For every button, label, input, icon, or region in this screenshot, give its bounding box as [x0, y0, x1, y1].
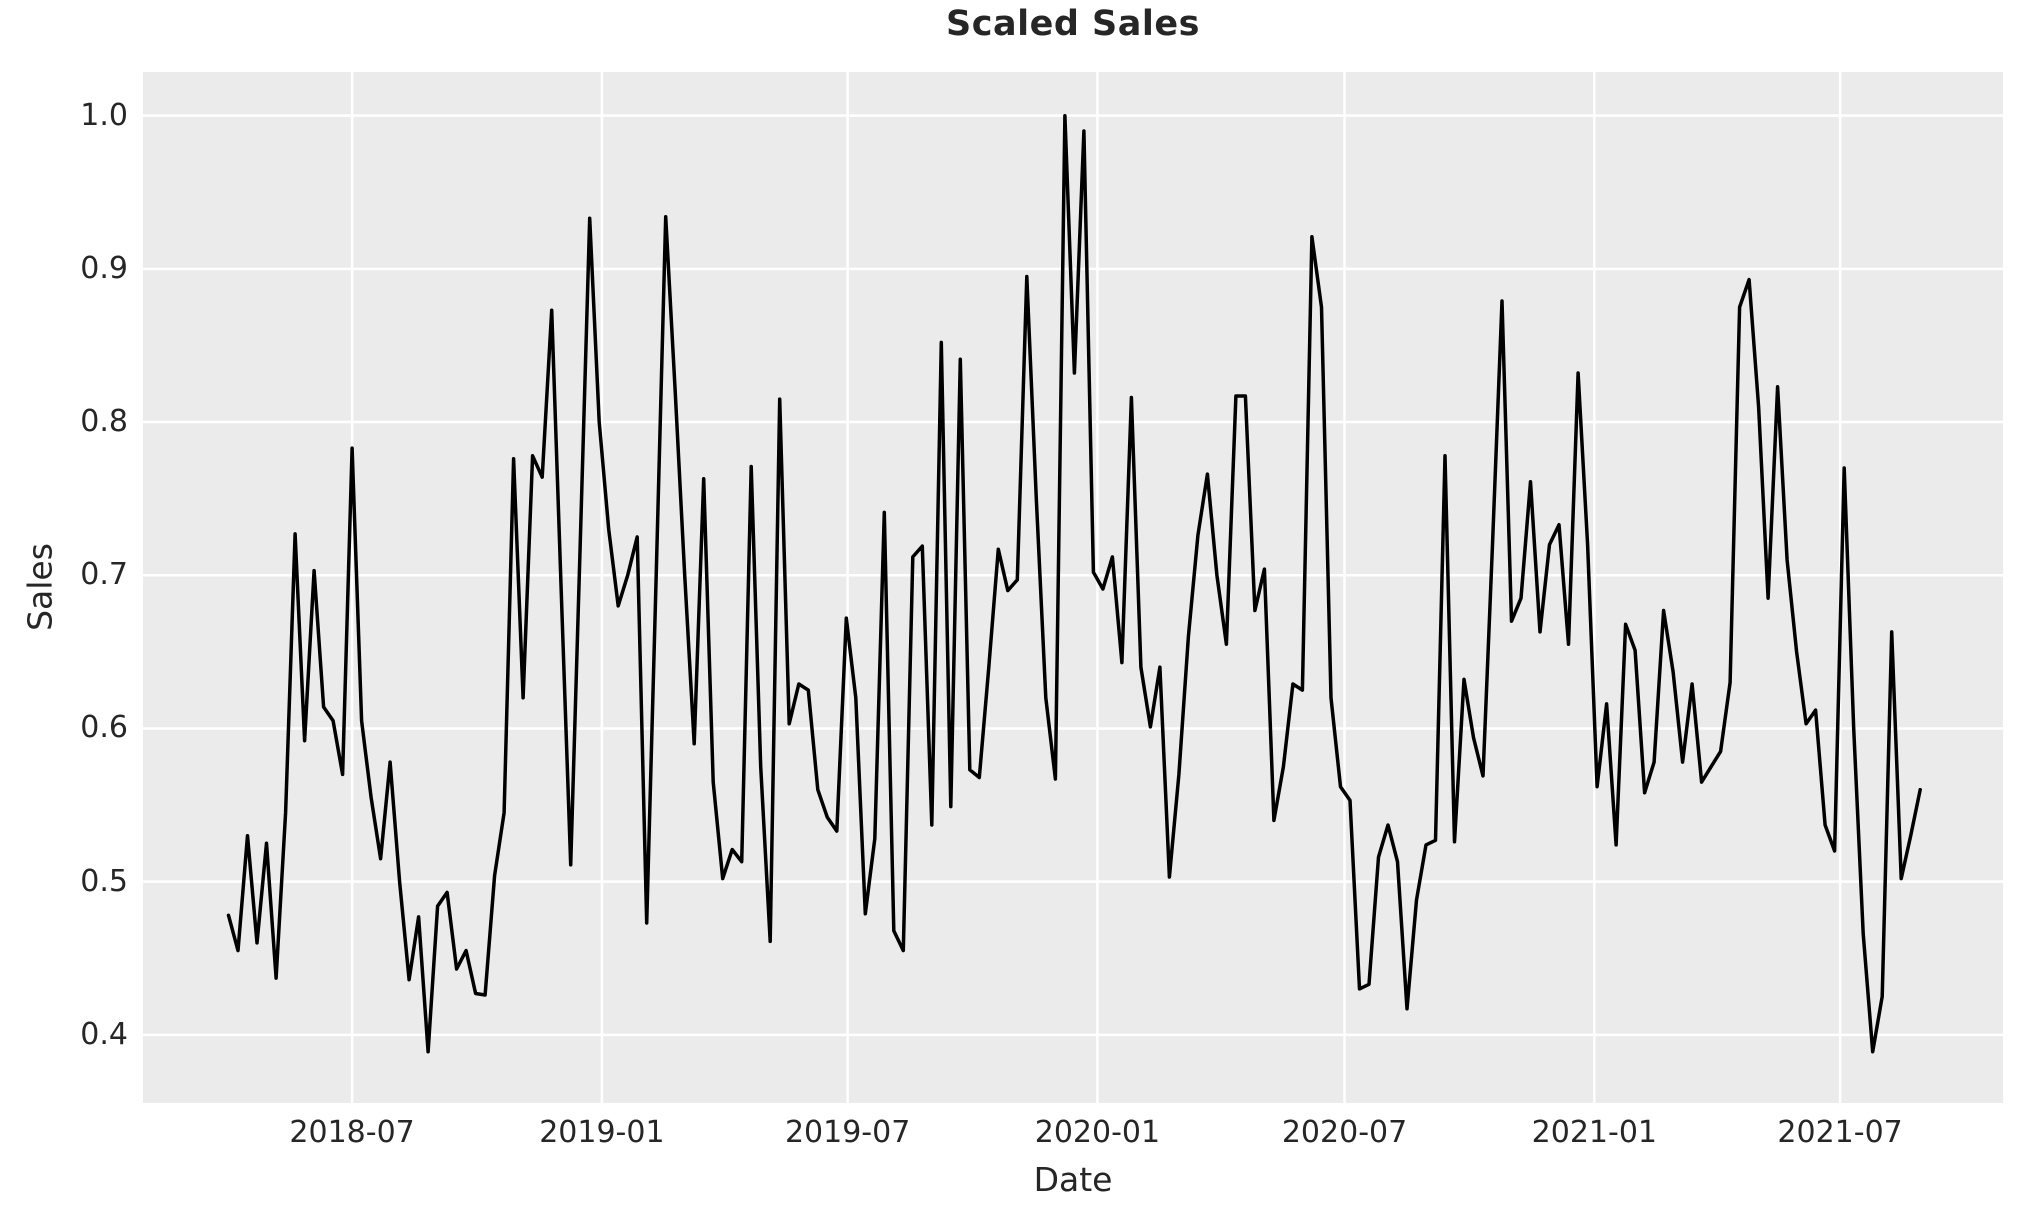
x-tick-label: 2018-07 [289, 1115, 415, 1150]
x-tick-label: 2019-01 [539, 1115, 665, 1150]
y-tick-label: 0.8 [80, 404, 128, 440]
x-tick-label: 2021-07 [1777, 1115, 1903, 1150]
y-tick-label: 0.5 [80, 863, 128, 899]
x-tick-label: 2020-07 [1281, 1115, 1408, 1150]
sales-series-line [226, 113, 1922, 1054]
y-tick-label: 0.7 [80, 557, 128, 593]
x-axis-label: Date [1033, 1160, 1113, 1199]
y-tick-label: 0.4 [80, 1016, 128, 1052]
y-tick-label: 0.9 [80, 250, 128, 286]
chart-title: Scaled Sales [946, 4, 1200, 44]
x-tick-label: 2019-07 [784, 1115, 911, 1150]
x-tick-label: 2021-01 [1531, 1115, 1657, 1150]
x-tick-label: 2020-01 [1034, 1115, 1161, 1150]
y-tick-label: 1.0 [80, 97, 128, 133]
y-tick-label: 0.6 [80, 710, 128, 746]
